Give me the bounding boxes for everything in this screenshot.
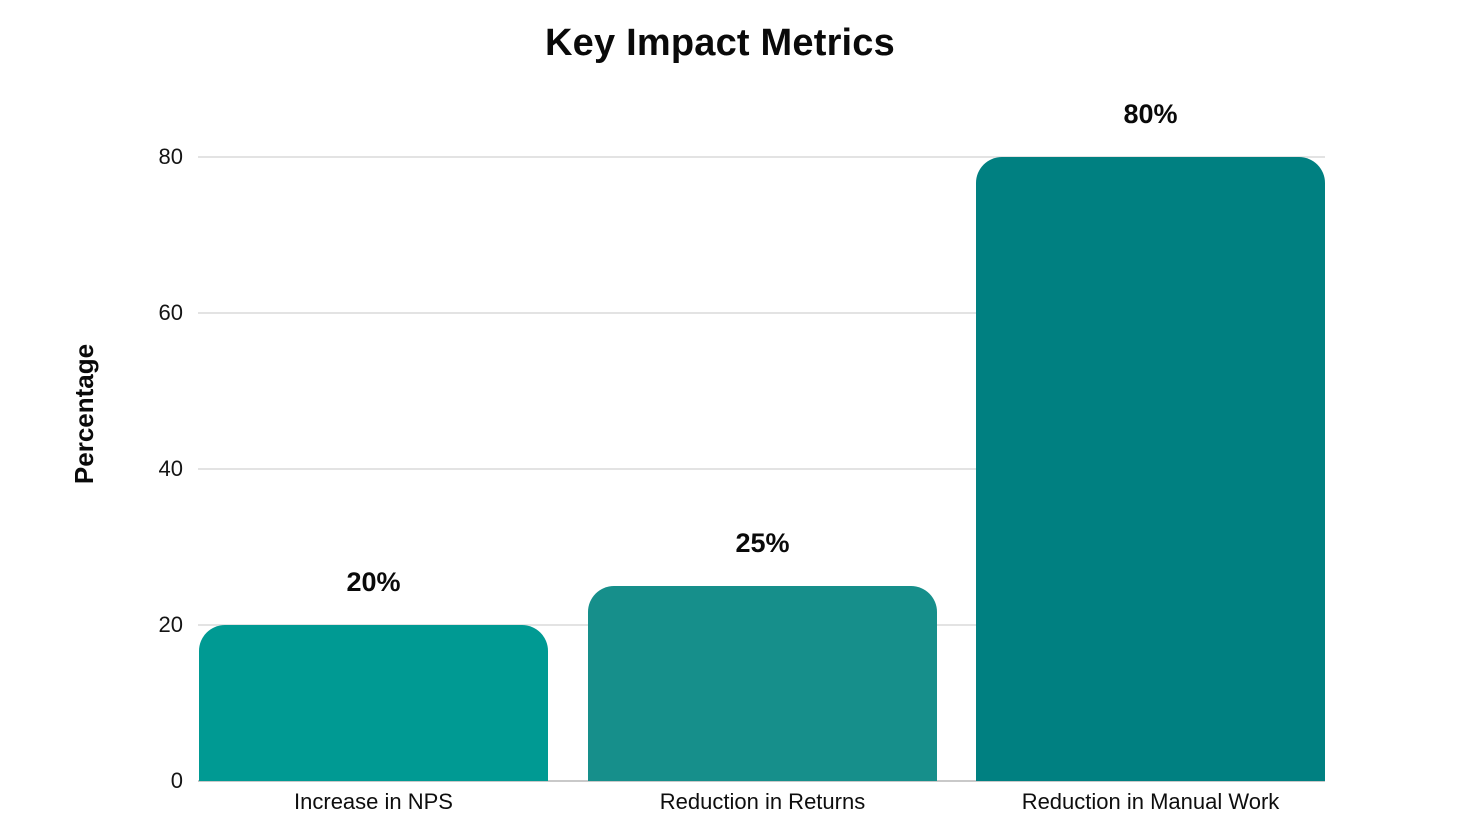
y-tick-label: 60	[158, 300, 183, 325]
bar	[976, 157, 1325, 781]
y-tick-label: 80	[158, 144, 183, 169]
bar-value-label: 80%	[1123, 99, 1178, 129]
gridline	[198, 156, 1325, 158]
bar	[588, 586, 937, 781]
gridline	[198, 312, 1325, 314]
y-tick-label: 40	[158, 456, 183, 481]
x-axis-category-label: Increase in NPS	[294, 789, 453, 814]
bar	[199, 625, 548, 781]
x-axis-category-label: Reduction in Returns	[659, 789, 866, 814]
y-tick-label: 20	[158, 612, 183, 637]
gridline	[198, 468, 1325, 470]
y-tick-label: 0	[170, 768, 183, 793]
y-axis-label: Percentage	[69, 343, 99, 485]
bar-value-label: 25%	[735, 528, 790, 558]
chart-title: Key Impact Metrics	[545, 22, 895, 64]
x-axis-line	[198, 780, 1325, 782]
x-axis-category-label: Reduction in Manual Work	[1021, 789, 1280, 814]
bar-value-label: 20%	[346, 567, 401, 597]
